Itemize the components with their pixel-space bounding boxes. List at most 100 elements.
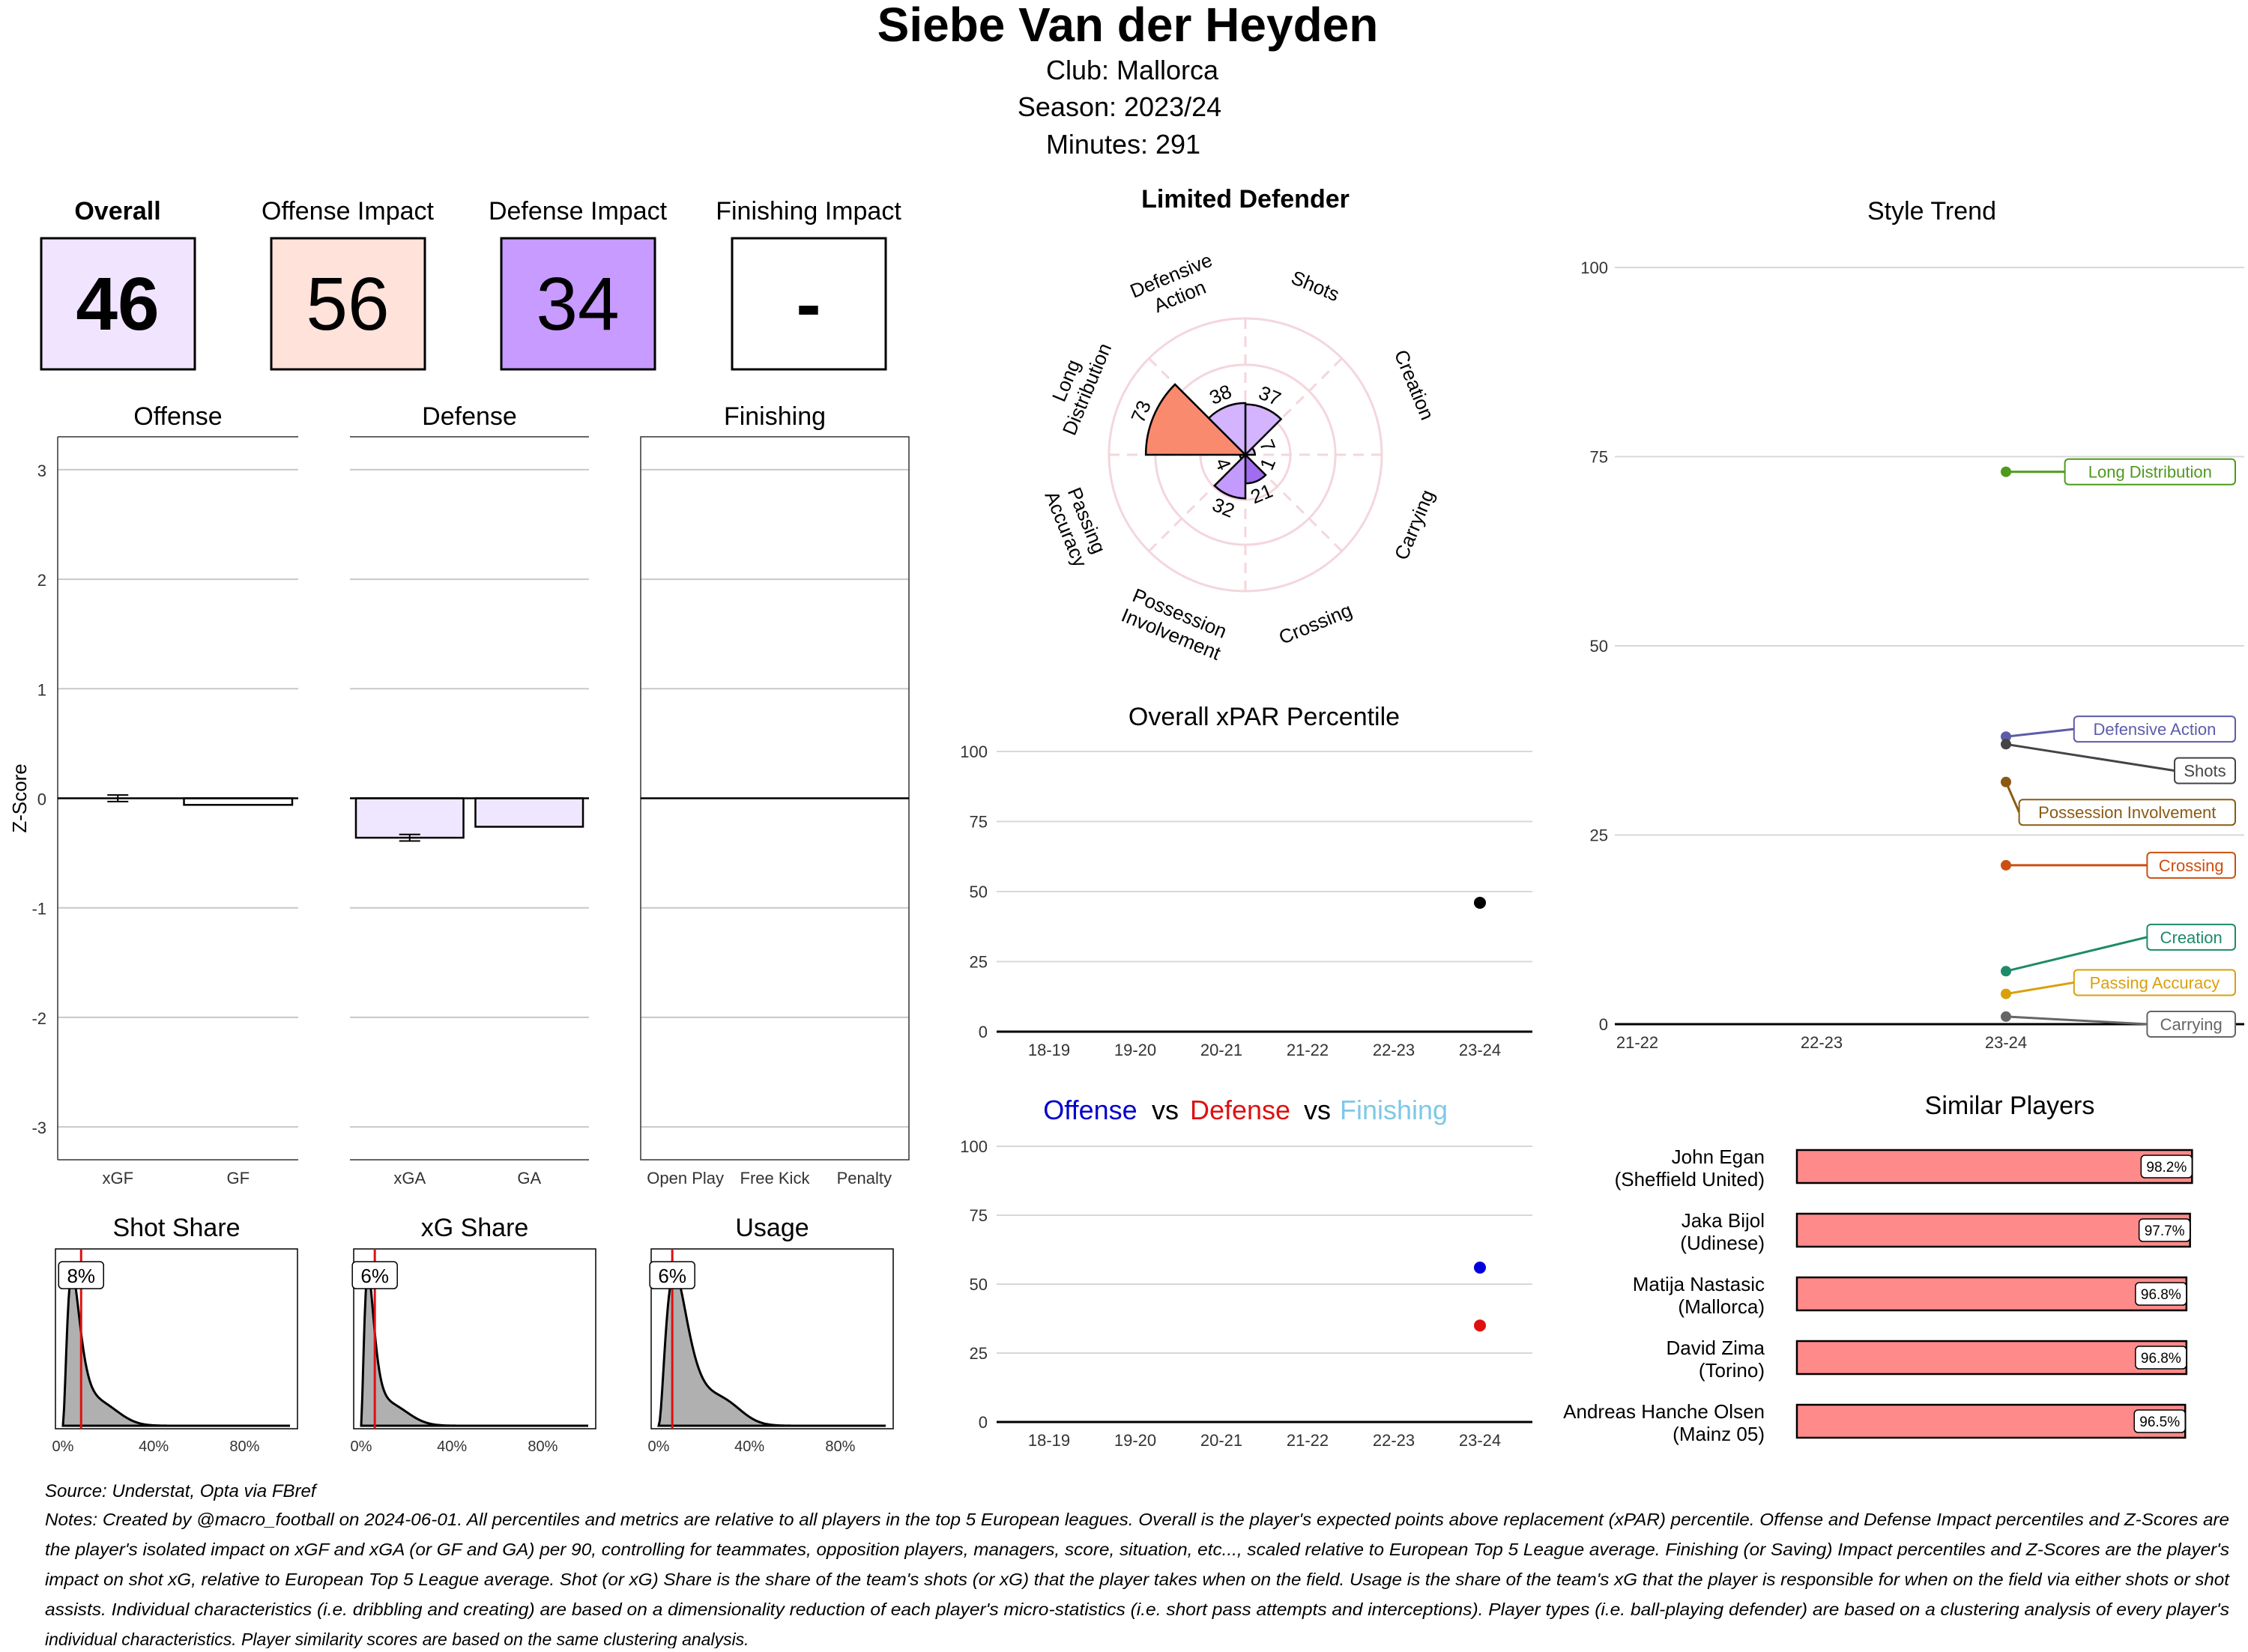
similar-bar	[1795, 1149, 2193, 1184]
footer-notes-line: Notes: Created by @macro_football on 202…	[45, 1510, 2229, 1529]
ode-xtick-label: 20-21	[1200, 1431, 1242, 1450]
zscore-xtick-label: Open Play	[647, 1169, 724, 1187]
ode-point	[1474, 1319, 1486, 1332]
share-xtick-label: 40%	[734, 1438, 764, 1455]
similar-player-team: (Udinese)	[1680, 1232, 1765, 1254]
similar-player-name: David Zima	[1667, 1337, 1765, 1359]
similar-players-chart: Similar Players John Egan(Sheffield Unite…	[1563, 1092, 2193, 1445]
trend-series-label: Creation	[2160, 928, 2223, 947]
overall-xtick-label: 18-19	[1028, 1041, 1070, 1059]
similar-value-box	[2135, 1346, 2187, 1370]
zscore-ytick-label: -3	[31, 1119, 46, 1137]
trend-series-line	[2005, 727, 2074, 738]
trend-xtick-label: 23-24	[1985, 1033, 2027, 1052]
trend-series-point	[2001, 859, 2011, 871]
overall-xtick-label: 22-23	[1373, 1041, 1415, 1059]
player-name: Siebe Van der Heyden	[877, 0, 1379, 52]
ode-ytick-label: 0	[979, 1413, 988, 1432]
share-xtick-label: 0%	[648, 1438, 670, 1455]
footer-notes-line: assists. Individual characteristics (i.e…	[45, 1600, 2230, 1619]
similar-value-label: 96.8%	[2141, 1351, 2181, 1367]
impact-card-box	[500, 237, 656, 371]
trend-title: Style Trend	[1867, 197, 1996, 226]
overall-xtick-label: 21-22	[1287, 1041, 1329, 1059]
trend-xtick-label: 21-22	[1616, 1033, 1658, 1052]
similar-player-team: (Mallorca)	[1678, 1295, 1765, 1318]
club-line: Club: Mallorca	[1046, 55, 1219, 85]
zscore-panels: Z-Score -3 -2 -1 0 1 2 3 Offense xGF GF Defense xGA G…	[8, 402, 910, 1187]
radar-category-line: Creation	[1390, 346, 1439, 423]
share-xtick-label: 0%	[52, 1438, 74, 1455]
ode-point	[1474, 1261, 1486, 1274]
offense-defense-finishing-chart: 0 25 50 75 100 18-19 19-20 20-21 21-22 22-23 23-24…	[960, 1095, 1532, 1450]
radar-category-label: Carrying	[1390, 486, 1439, 563]
similar-value-label: 96.5%	[2139, 1415, 2180, 1430]
radar-title: Limited Defender	[1141, 185, 1350, 214]
radar-category-line: Carrying	[1390, 486, 1439, 563]
trend-ytick-label: 25	[1590, 826, 1608, 845]
similar-player-name: Andreas Hanche Olsen	[1563, 1400, 1765, 1423]
trend-series-point	[2001, 966, 2011, 977]
share-density-curve	[360, 1268, 588, 1427]
trend-series-point	[2001, 988, 2011, 999]
ode-ytick-label: 100	[960, 1137, 988, 1156]
minutes-label: Minutes:	[1046, 129, 1148, 160]
trend-series-label: Passing Accuracy	[2090, 973, 2220, 992]
zscore-panel-title: Finishing	[724, 402, 826, 431]
impact-card-label: Overall	[74, 197, 160, 226]
trend-series-label: Carrying	[2160, 1015, 2223, 1034]
overall-xtick-label: 20-21	[1200, 1041, 1242, 1059]
trend-series-label-box	[2073, 715, 2237, 743]
radar-category-label: Creation	[1390, 346, 1439, 423]
similar-value-box	[2140, 1155, 2193, 1179]
impact-card-box	[270, 237, 426, 371]
season-label: Season:	[1018, 91, 1117, 122]
radar-wedge	[1207, 402, 1247, 458]
minutes-line: Minutes: 291	[1046, 129, 1200, 160]
impact-card-value: 46	[76, 262, 159, 346]
impact-card-value: 56	[306, 262, 389, 346]
share-density-curve	[657, 1271, 886, 1427]
similar-value-label: 98.2%	[2146, 1160, 2187, 1176]
radar-category-label: LongDistribution	[1037, 331, 1116, 438]
share-value-box	[649, 1261, 695, 1289]
zscore-xtick-label: Penalty	[837, 1169, 892, 1187]
trend-ytick-label: 50	[1590, 637, 1608, 656]
overall-title: Overall xPAR Percentile	[1128, 703, 1400, 731]
impact-card-label: Defense Impact	[489, 197, 668, 226]
similar-player-team: (Sheffield United)	[1615, 1168, 1765, 1190]
trend-series-line	[2005, 742, 2175, 772]
zscore-ytick-label: -1	[31, 900, 46, 919]
similar-player-team: (Torino)	[1699, 1359, 1765, 1382]
ode-title-part: vs	[1152, 1095, 1179, 1125]
similar-bar	[1795, 1403, 2187, 1439]
ode-title-part: Finishing	[1340, 1095, 1448, 1125]
share-value-label: 6%	[658, 1265, 686, 1287]
radar-category-label: Shots	[1288, 266, 1343, 306]
overall-ytick-label: 50	[970, 883, 988, 901]
zscore-ylabel: Z-Score	[8, 763, 31, 832]
share-xtick-label: 40%	[437, 1438, 467, 1455]
trend-series-label: Shots	[2184, 762, 2226, 781]
zscore-bar	[474, 797, 584, 828]
zscore-ytick-label: 3	[37, 462, 46, 480]
radar-wedge	[1144, 383, 1248, 456]
zscore-xtick-label: GF	[226, 1169, 250, 1187]
similar-bar	[1795, 1340, 2188, 1376]
overall-point	[1474, 896, 1486, 909]
trend-ytick-label: 0	[1599, 1015, 1608, 1034]
footer-notes-line: individual characteristics. Player simil…	[45, 1630, 749, 1648]
footer-notes-line: the player's isolated impact on xGF and …	[45, 1540, 2230, 1559]
ode-title-part: Offense	[1043, 1095, 1137, 1125]
trend-series-point	[2001, 466, 2011, 477]
overall-xtick-label: 23-24	[1459, 1041, 1501, 1059]
footer-source: Source: Understat, Opta via FBref	[45, 1481, 318, 1501]
overall-ytick-label: 0	[979, 1023, 988, 1041]
trend-series-line	[2005, 1015, 2148, 1026]
similar-value-box	[2138, 1218, 2191, 1242]
similar-player-name: Jaka Bijol	[1682, 1209, 1765, 1232]
overall-ytick-label: 75	[970, 813, 988, 832]
zscore-ytick-label: 1	[37, 680, 46, 699]
footer-notes: Source: Understat, Opta via FBref Notes: …	[45, 1481, 2231, 1649]
